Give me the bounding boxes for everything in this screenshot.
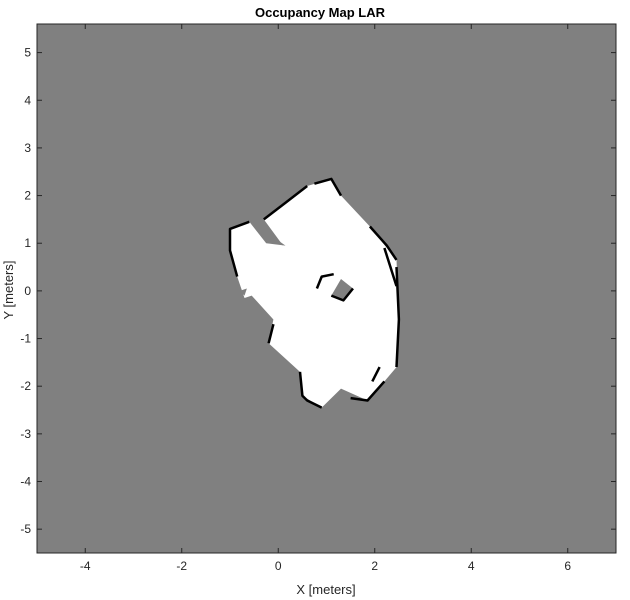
y-tick-label: -5 bbox=[20, 522, 31, 536]
occupancy-grid bbox=[228, 177, 401, 409]
chart-title: Occupancy Map LAR bbox=[255, 5, 386, 20]
axes-box bbox=[36, 23, 617, 554]
y-tick-label: -1 bbox=[20, 332, 31, 346]
x-tick-label: -2 bbox=[176, 559, 187, 573]
x-tick-label: 0 bbox=[275, 559, 282, 573]
y-axis-ticks: -5 -4 -3 -2 -1 0 1 2 3 4 5 bbox=[20, 46, 616, 536]
occupied-boundary-0 bbox=[228, 220, 250, 277]
y-axis-label: Y [meters] bbox=[1, 260, 16, 319]
y-tick-label: -2 bbox=[20, 379, 31, 393]
x-tick-label: 6 bbox=[564, 559, 571, 573]
occupied-boundary-5 bbox=[350, 380, 386, 402]
y-tick-label: 3 bbox=[24, 141, 31, 155]
y-tick-label: 5 bbox=[24, 46, 31, 60]
occupied-boundary-9 bbox=[330, 287, 354, 302]
occupied-boundary-6 bbox=[298, 371, 323, 409]
y-tick-label: 4 bbox=[24, 93, 31, 107]
y-tick-label: 2 bbox=[24, 189, 31, 203]
x-tick-label: -4 bbox=[80, 559, 91, 573]
occupied-boundary-3 bbox=[368, 225, 398, 261]
free-space-region bbox=[230, 178, 399, 408]
y-tick-label: -3 bbox=[20, 427, 31, 441]
x-axis-label: X [meters] bbox=[296, 582, 355, 597]
occupied-boundary-1 bbox=[263, 185, 308, 221]
unknown-pocket-1 bbox=[239, 288, 247, 296]
x-tick-label: 2 bbox=[371, 559, 378, 573]
occupied-boundary-7 bbox=[267, 323, 275, 344]
x-tick-label: 4 bbox=[468, 559, 475, 573]
y-tick-label: 1 bbox=[24, 236, 31, 250]
occupied-boundary-11 bbox=[383, 247, 398, 287]
y-tick-label: -4 bbox=[20, 475, 31, 489]
unknown-pocket-0 bbox=[249, 221, 286, 246]
occupied-boundary-8 bbox=[315, 272, 334, 289]
x-axis-ticks: -4 -2 0 2 4 6 bbox=[80, 24, 571, 573]
y-tick-label: 0 bbox=[24, 284, 31, 298]
occupied-boundary-2 bbox=[314, 177, 343, 197]
occupied-boundary-10 bbox=[371, 366, 381, 382]
